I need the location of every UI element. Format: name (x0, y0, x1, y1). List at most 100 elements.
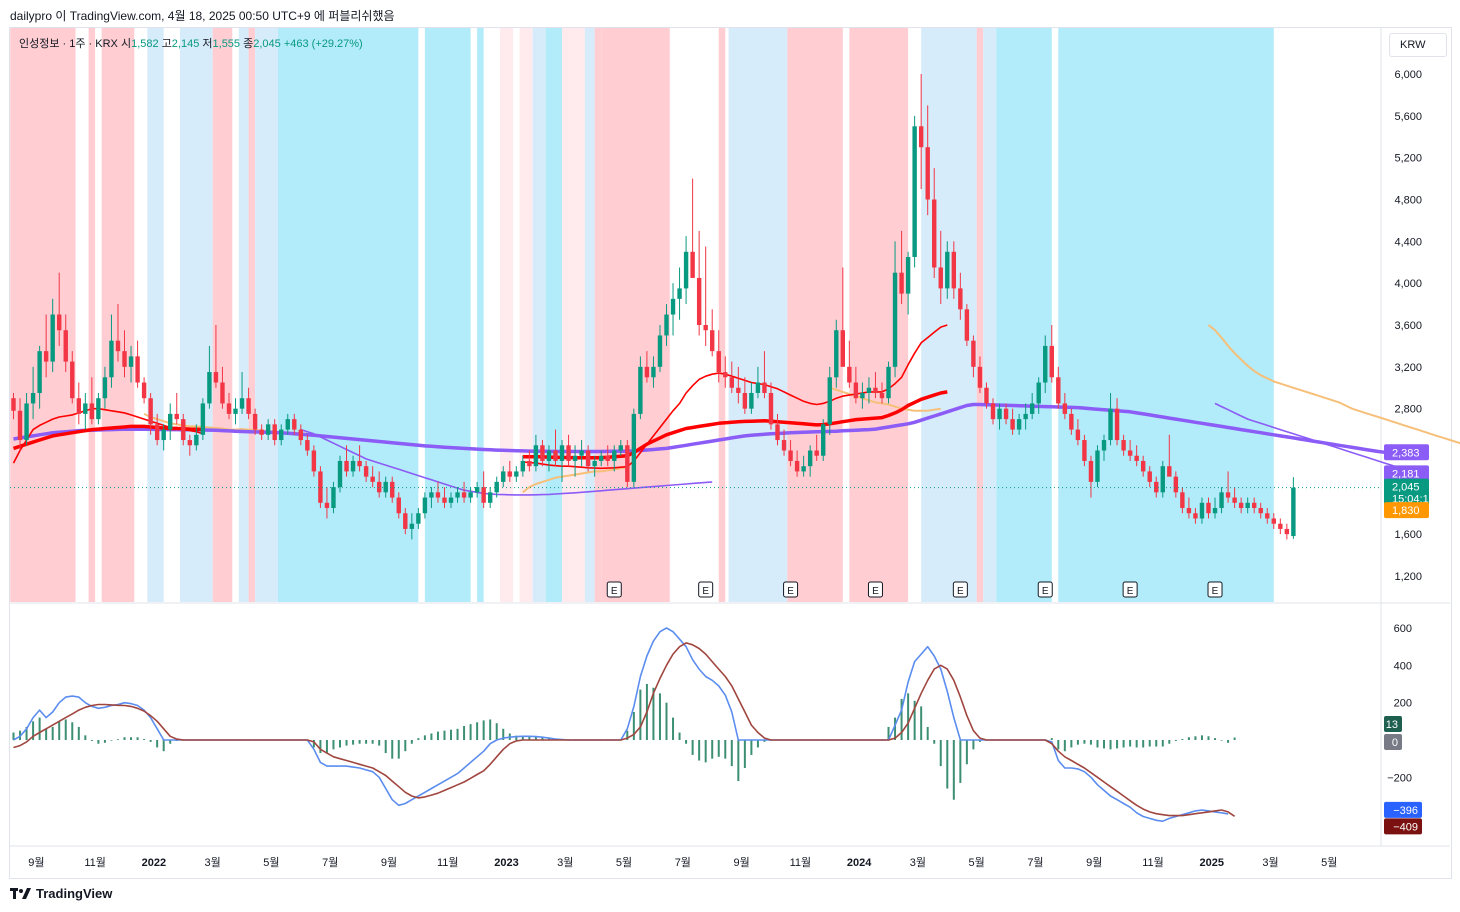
price-axis-label-text: 2,181 (1392, 468, 1420, 480)
candle-body (559, 445, 565, 461)
signal-band (1058, 28, 1274, 602)
earnings-marker[interactable]: E (1122, 581, 1138, 598)
signal-band (10, 28, 76, 602)
candle (1284, 523, 1290, 540)
candle (1082, 434, 1087, 467)
candle-body (716, 351, 721, 373)
macd-histogram-bar (319, 740, 322, 754)
candle (285, 413, 290, 435)
candle-body (207, 372, 212, 404)
earnings-marker[interactable]: E (606, 581, 622, 598)
candle (161, 424, 166, 451)
macd-histogram-bar (1148, 740, 1151, 747)
candle-body (592, 460, 597, 467)
time-tick-label: 11월 (790, 856, 812, 869)
candle-body (344, 460, 349, 472)
time-tick-label: 3월 (1262, 856, 1278, 869)
candle-body (363, 466, 369, 477)
macd-signal-line (13, 642, 1236, 817)
earnings-marker[interactable]: E (1037, 581, 1053, 598)
price-tick-label: 4,000 (1394, 278, 1422, 290)
macd-histogram-bar (156, 740, 159, 748)
candle-body (194, 434, 199, 446)
price-axis-label-bg (1384, 444, 1429, 461)
candle-body (226, 403, 232, 414)
open-label: 시 (120, 38, 132, 50)
candle-body (1023, 413, 1028, 420)
candle-body (11, 398, 16, 411)
candle (749, 382, 754, 414)
symbol-name[interactable]: 인성정보 · 1주 · KRX (19, 38, 118, 50)
macd-histogram-bar (658, 693, 661, 740)
price-tick-label: 3,200 (1394, 362, 1422, 374)
signal-band (718, 28, 726, 602)
price-axis-label: 2,181 (1384, 465, 1429, 482)
candle-body (396, 497, 401, 514)
candle (115, 304, 121, 362)
candle (357, 445, 362, 472)
macd-histogram-bar (489, 719, 492, 740)
candle (651, 356, 656, 388)
candle (912, 115, 917, 268)
change-value: +463 (+29.27%) (283, 38, 363, 50)
earnings-marker[interactable]: E (1207, 581, 1223, 598)
candle (1271, 513, 1276, 529)
macd-histogram-bar (1109, 740, 1112, 750)
signal-band (277, 28, 419, 602)
candle (1121, 434, 1126, 456)
candle (1140, 455, 1146, 477)
candle (70, 351, 75, 404)
candle-body (1193, 513, 1198, 519)
candle-body (997, 408, 1002, 420)
candle (30, 366, 36, 420)
macd-axis-label-bg (1384, 818, 1422, 835)
candle-body (892, 272, 898, 367)
candle (200, 398, 206, 441)
macd-histogram-bar (763, 740, 766, 742)
candle-body (1108, 408, 1113, 441)
macd-line (13, 627, 1229, 823)
candle (762, 351, 767, 399)
currency-button[interactable]: KRW (1389, 33, 1447, 57)
candle (487, 487, 493, 509)
footer-brand[interactable]: TradingView (10, 886, 112, 901)
candle (265, 419, 271, 441)
candle-body (905, 257, 911, 294)
macd-histogram-bar (730, 740, 733, 767)
macd-histogram-bar (1083, 740, 1086, 744)
earnings-marker[interactable]: E (698, 581, 714, 598)
candle-body (474, 487, 480, 493)
candle (168, 403, 173, 441)
macd-histogram-bar (378, 740, 381, 746)
price-axis-label-text: 1,830 (1392, 505, 1420, 517)
macd-histogram-bar (469, 724, 472, 740)
time-tick-label: 3월 (557, 856, 573, 869)
macd-histogram-bar (913, 700, 916, 740)
candle (612, 445, 617, 472)
candle-body (683, 251, 689, 289)
price-tick-label: 5,200 (1394, 153, 1422, 165)
macd-histogram-bar (1207, 736, 1210, 740)
candle (1062, 392, 1068, 420)
candle-body (670, 298, 676, 315)
candle-body (148, 398, 153, 425)
candle (1212, 497, 1218, 519)
earnings-marker[interactable]: E (783, 581, 799, 598)
chart-frame[interactable] (9, 27, 1452, 879)
time-tick-label: 9월 (381, 856, 397, 869)
candle (148, 392, 153, 435)
earnings-marker[interactable]: E (867, 581, 883, 598)
candle (383, 476, 388, 498)
signal-band (532, 28, 546, 602)
candle-body (912, 126, 917, 258)
candle-body (1062, 403, 1068, 414)
macd-histogram-bar (1227, 740, 1230, 743)
earnings-marker[interactable]: E (952, 581, 968, 598)
candle-body (109, 340, 114, 378)
candle (1265, 508, 1270, 524)
signal-band (594, 28, 602, 602)
candle (83, 392, 88, 430)
candle-body (527, 460, 532, 467)
